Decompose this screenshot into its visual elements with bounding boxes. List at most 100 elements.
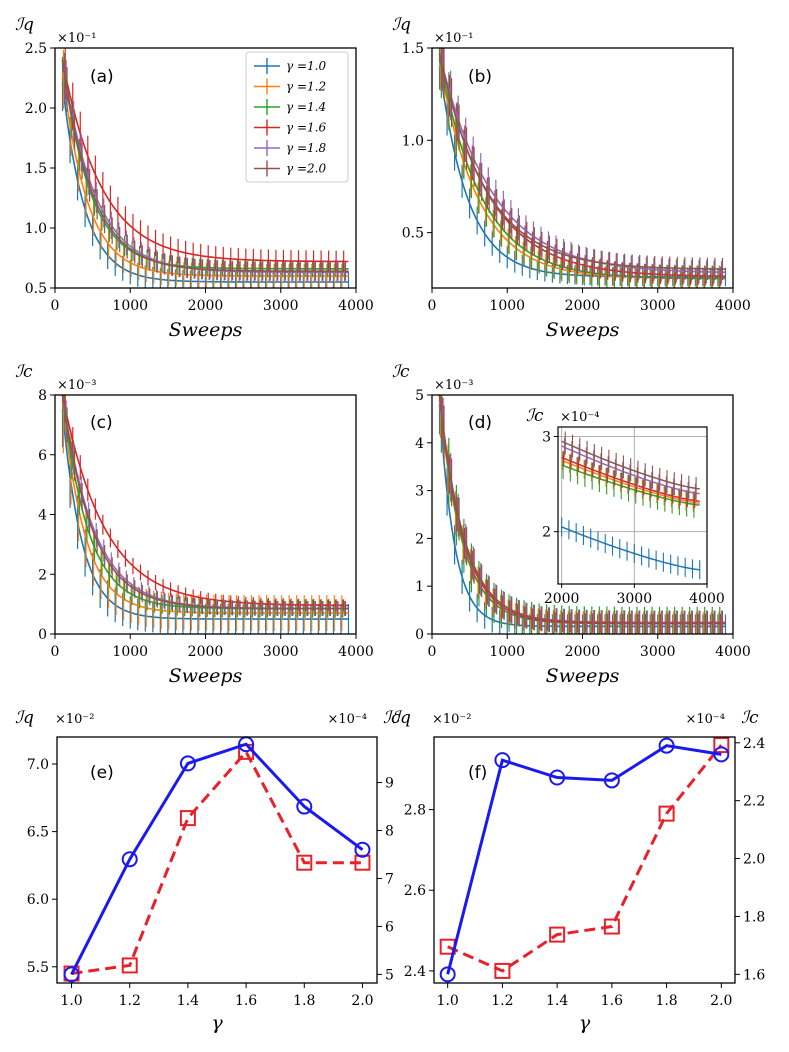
x-tick-label-f: 1.8	[655, 993, 677, 1009]
inset-y-tick-label: 2	[542, 525, 551, 541]
legend-label: γ =1.0	[286, 59, 326, 73]
x-tick-label-a: 0	[51, 298, 60, 314]
series-line-b-0	[438, 66, 726, 278]
x-tick-label-e: 2.0	[351, 993, 373, 1009]
data-marker-circle-e	[63, 966, 80, 983]
data-marker-circle-f	[549, 769, 566, 786]
y-tick-label-left-f: 2.4	[404, 964, 426, 980]
series-line-f-0	[447, 744, 723, 973]
y-tick-label-b: 1.5	[402, 41, 424, 57]
axes-frame-f	[433, 736, 736, 984]
inset-series-line-0	[561, 526, 700, 571]
panel-label-a: (a)	[90, 67, 114, 87]
panel-label-c: (c)	[90, 413, 113, 433]
x-tick-label-d: 3000	[640, 644, 676, 660]
y-multiplier-left-f: ×10⁻²	[432, 712, 472, 727]
x-tick-label-d: 2000	[565, 644, 601, 660]
y-tick-label-right-f: 2.4	[743, 736, 765, 752]
data-marker-circle-f	[713, 746, 730, 763]
y-tick-label-left-f: 2.6	[404, 883, 426, 899]
inset-y-multiplier: ×10⁻⁴	[560, 410, 600, 425]
x-tick-label-f: 1.4	[546, 993, 568, 1009]
data-marker-square-e	[121, 957, 138, 974]
inset-x-tick-label: 2000	[544, 591, 580, 607]
y-tick-label-c: 4	[38, 508, 47, 524]
series-line-b-2	[438, 57, 726, 280]
x-axis-label-b: Sweeps	[546, 319, 620, 341]
legend-label: γ =1.6	[286, 121, 326, 135]
y-tick-label-left-e: 5.5	[27, 960, 49, 976]
panel-b: 0 1000 2000 3000 4000 0.5 1.0 1.5 ×10⁻¹ ℐq Sweeps (…	[392, 15, 751, 341]
y-tick-label-right-f: 2.2	[743, 794, 765, 810]
x-tick-label-a: 2000	[188, 298, 224, 314]
panel-f: 1.0 1.2 1.4 1.6 1.8 2.0 2.4 2.6 2.8 1.6 1.8 2.0 2.2 2…	[392, 708, 765, 1034]
x-tick-label-b: 4000	[715, 298, 751, 314]
y-tick-label-left-f: 2.8	[404, 803, 426, 819]
y-axis-label-b: ℐq	[392, 15, 411, 35]
legend-box	[245, 51, 349, 183]
x-axis-label-d: Sweeps	[546, 665, 620, 687]
x-tick-label-b: 0	[428, 298, 437, 314]
y-tick-label-c: 6	[38, 448, 47, 464]
y-multiplier-right-f: ×10⁻⁴	[685, 712, 725, 727]
data-marker-square-f	[603, 918, 620, 935]
x-tick-label-c: 1000	[112, 644, 148, 660]
x-tick-label-e: 1.4	[177, 993, 199, 1009]
data-marker-circle-e	[121, 851, 138, 868]
x-axis-label-e: γ	[211, 1012, 223, 1034]
x-tick-label-e: 1.6	[235, 993, 257, 1009]
data-marker-square-f	[713, 737, 730, 754]
panel-e: 1.0 1.2 1.4 1.6 1.8 2.0 5.5 6.0 6.5 7.0 5 6 7 8 9 ℐq ×10…	[15, 708, 401, 1034]
x-tick-label-e: 1.8	[293, 993, 315, 1009]
x-tick-label-f: 1.6	[601, 993, 623, 1009]
y-tick-label-a: 1.0	[25, 221, 47, 237]
y-axis-label-d: ℐc	[392, 362, 410, 382]
y-tick-label-c: 8	[38, 388, 47, 404]
y-tick-label-d: 1	[415, 579, 424, 595]
panel-label-d: (d)	[468, 413, 492, 433]
y-tick-label-right-f: 1.6	[743, 967, 765, 983]
y-tick-label-right-e: 5	[385, 967, 394, 983]
x-axis-label-a: Sweeps	[169, 319, 243, 341]
inset-frame	[557, 426, 708, 585]
y-tick-label-d: 3	[415, 484, 424, 500]
y-tick-label-right-f: 2.0	[743, 852, 765, 868]
axes-frame-e	[56, 736, 378, 984]
legend-label: γ =1.4	[286, 100, 326, 114]
series-line-e-1	[70, 742, 364, 976]
y-axis-label-left-e: ℐq	[15, 708, 34, 728]
data-marker-circle-e	[296, 798, 313, 815]
y-tick-label-d: 0	[415, 627, 424, 643]
legend-label: γ =1.8	[286, 141, 326, 155]
x-tick-label-d: 4000	[715, 644, 751, 660]
legend-label: γ =1.2	[286, 80, 326, 94]
inset-background	[558, 427, 707, 584]
x-tick-label-c: 2000	[188, 644, 224, 660]
legend-label: γ =2.0	[286, 162, 326, 176]
y-axis-label-c: ℐc	[15, 362, 33, 382]
y-axis-label-right-e: ℐc	[383, 708, 401, 728]
y-tick-label-b: 1.0	[402, 133, 424, 149]
x-tick-label-b: 1000	[489, 298, 525, 314]
x-tick-label-e: 1.0	[60, 993, 82, 1009]
x-tick-label-b: 3000	[640, 298, 676, 314]
y-tick-label-a: 2.5	[25, 41, 47, 57]
x-tick-label-a: 1000	[112, 298, 148, 314]
data-marker-circle-f	[658, 737, 675, 754]
inset-series-line-3	[561, 456, 700, 502]
inset-x-tick-label: 4000	[689, 591, 725, 607]
y-multiplier-left-e: ×10⁻²	[55, 712, 95, 727]
data-marker-circle-f	[494, 752, 511, 769]
x-tick-label-c: 4000	[338, 644, 374, 660]
y-tick-label-d: 4	[415, 436, 424, 452]
inset-y-tick-label: 3	[542, 430, 551, 446]
y-axis-label-right-f: ℐc	[741, 708, 759, 728]
y-tick-label-left-e: 6.5	[27, 825, 49, 841]
inset-x-tick-label: 3000	[616, 591, 652, 607]
data-marker-square-f	[494, 962, 511, 979]
panel-a: 0 1000 2000 3000 4000 0.5 1.0 1.5 2.0 2.5 ×10⁻¹ ℐq S…	[15, 15, 374, 341]
panel-d: 0 1000 2000 3000 4000 0 1 2 3 4 5 ×10⁻³ ℐc Sweeps (d) 2…	[392, 362, 751, 687]
series-line-f-1	[446, 744, 722, 975]
y-tick-label-right-e: 6	[385, 919, 394, 935]
